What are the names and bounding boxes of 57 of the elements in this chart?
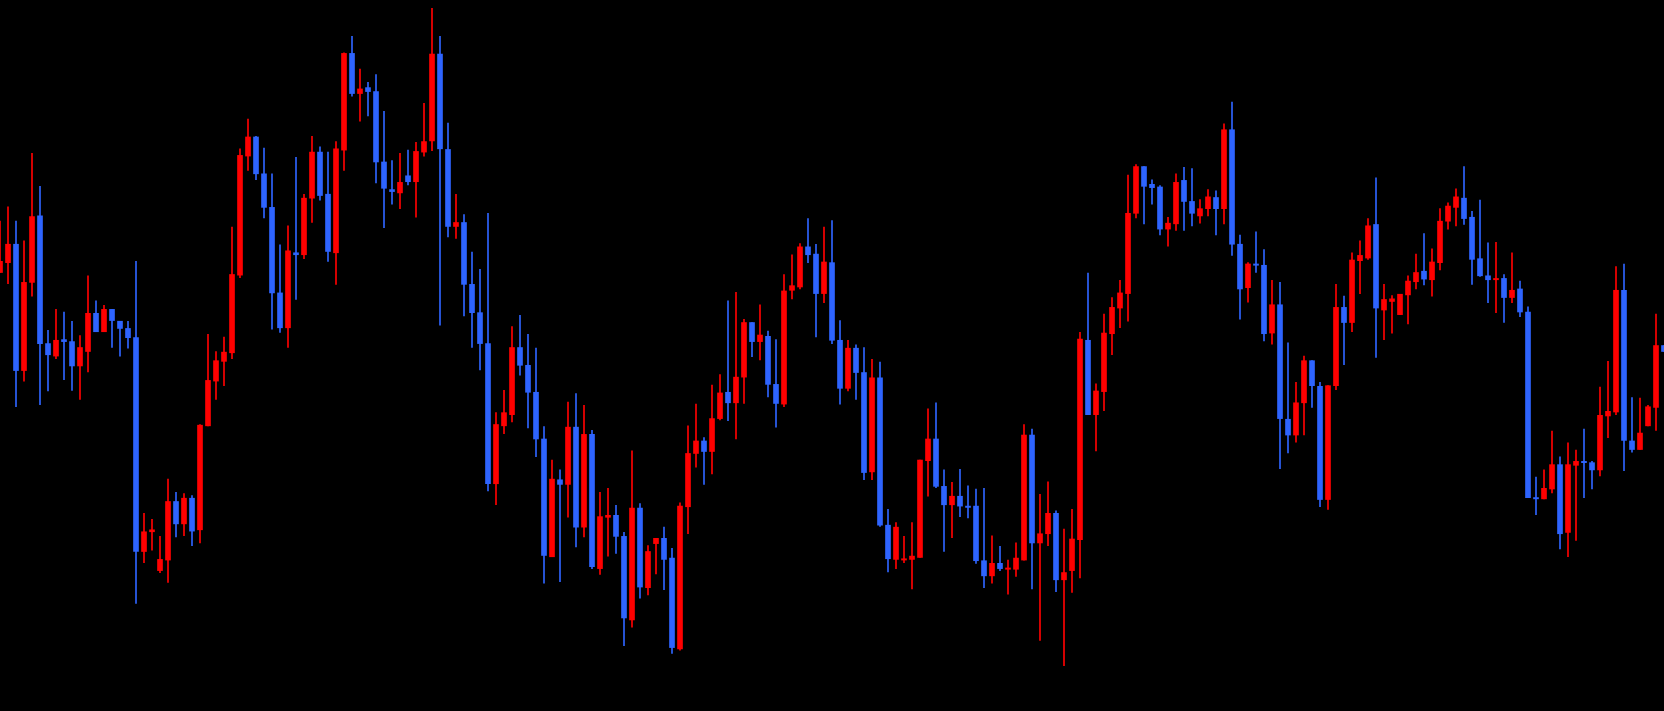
candlestick (693, 403, 699, 468)
candlestick (925, 408, 931, 497)
candlestick (1477, 199, 1483, 277)
candlestick (1389, 295, 1395, 334)
candlestick (1605, 361, 1611, 438)
candlestick (5, 206, 11, 285)
candlestick (1061, 528, 1067, 666)
candlestick (997, 545, 1003, 571)
candlestick (405, 149, 411, 186)
candlestick (557, 469, 563, 583)
candlestick (653, 538, 659, 575)
candlestick (1509, 252, 1515, 304)
candlestick (1005, 559, 1011, 595)
candlestick (1381, 284, 1387, 340)
candlestick (1581, 428, 1587, 498)
candlestick (357, 68, 363, 122)
candlestick (1341, 295, 1347, 365)
candlestick (45, 330, 51, 392)
candlestick (1533, 476, 1539, 515)
candlestick (397, 153, 403, 210)
candlestick (757, 304, 763, 361)
candlestick (789, 254, 795, 300)
candlestick (1573, 449, 1579, 541)
candlestick (61, 311, 67, 381)
candlestick (1037, 493, 1043, 641)
candlestick (725, 300, 731, 421)
candlestick (1253, 231, 1259, 273)
candlestick (1285, 342, 1291, 454)
candlestick (1165, 216, 1171, 247)
candlestick (1421, 233, 1427, 286)
candlestick (381, 110, 387, 229)
candlestick (901, 536, 907, 564)
candlestick (365, 82, 371, 117)
candlestick (1149, 179, 1155, 205)
candlestick (949, 482, 955, 539)
candlestick (293, 157, 299, 300)
candlestick (805, 218, 811, 263)
candlestick (1357, 240, 1363, 294)
candlestick (701, 437, 707, 485)
candlestick (773, 339, 779, 428)
candlestick (1629, 397, 1635, 453)
candlestick (909, 522, 915, 590)
candlestick (605, 488, 611, 557)
candlestick (1189, 168, 1195, 227)
candlestick (965, 485, 971, 519)
candlestick (421, 103, 427, 157)
candlestick (981, 488, 987, 589)
candlestick (957, 468, 963, 517)
candlestick (389, 160, 395, 205)
candlestick (453, 193, 459, 239)
candlestick (733, 291, 739, 440)
candlestick (1485, 242, 1491, 304)
candlestick (117, 320, 123, 357)
candlestick (149, 518, 155, 551)
candlestick (221, 336, 227, 387)
candlestick (1493, 241, 1499, 313)
candlestick (941, 469, 947, 552)
